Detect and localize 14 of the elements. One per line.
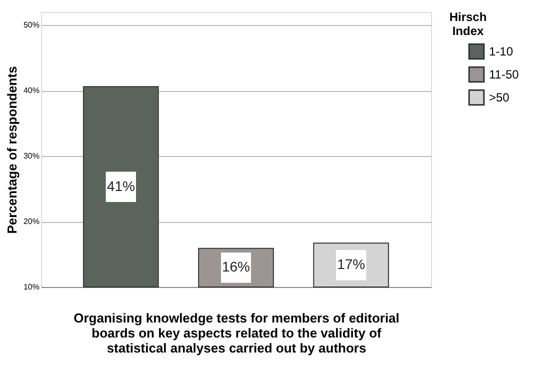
- y-tick-label: 50%: [23, 20, 40, 30]
- data-label: 17%: [337, 256, 366, 272]
- data-label: 41%: [106, 178, 135, 194]
- y-tick-label: 20%: [23, 217, 40, 226]
- x-axis-title: Organising knowledge tests for members of editorial boards on key aspects related to the validity of statistical analyses carried out by authors: [74, 310, 400, 356]
- legend-label: 11-50: [489, 68, 520, 82]
- y-axis-title: Percentage of respondents: [4, 66, 20, 234]
- y-tick-label: 10%: [23, 282, 40, 292]
- data-label: 16%: [222, 258, 250, 275]
- legend-title: Hirsch Index: [449, 10, 487, 38]
- legend-label: >50: [489, 90, 510, 104]
- legend-label: 1-10: [489, 44, 514, 58]
- y-tick-label: 30%: [23, 152, 40, 161]
- y-tick-label: 40%: [23, 86, 40, 96]
